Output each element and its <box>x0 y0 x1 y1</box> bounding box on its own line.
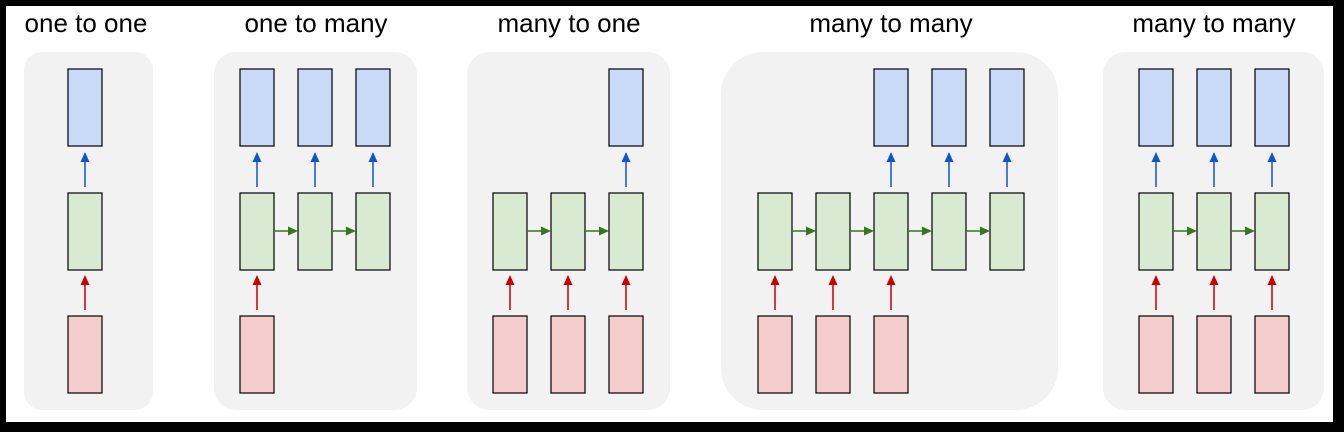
recurrent-arrow-head <box>1187 226 1197 236</box>
input-box <box>757 315 793 394</box>
hidden-box <box>492 192 528 271</box>
hidden-box <box>815 192 851 271</box>
title-many-to-many: many to many <box>809 8 972 38</box>
panel-many-to-one: many to one <box>467 8 670 410</box>
recurrent-arrow-head <box>288 226 298 236</box>
output-box <box>931 68 967 147</box>
output-arrow-head <box>1267 152 1277 162</box>
input-box <box>67 315 103 394</box>
title-one-to-one: one to one <box>25 8 148 38</box>
output-arrow-head <box>80 152 90 162</box>
input-arrow-head <box>621 275 631 285</box>
output-box <box>1254 68 1290 147</box>
input-box <box>873 315 909 394</box>
hidden-box <box>608 192 644 271</box>
panel-many-to-many-synced: many to many <box>1103 8 1324 410</box>
hidden-box <box>757 192 793 271</box>
input-arrow-head <box>563 275 573 285</box>
input-box <box>239 315 275 394</box>
input-arrow-head <box>80 275 90 285</box>
panel-one-to-many: one to many <box>214 8 417 410</box>
title-many-to-one: many to one <box>497 8 640 38</box>
output-arrow-head <box>621 152 631 162</box>
input-arrow-head <box>1151 275 1161 285</box>
hidden-box <box>989 192 1025 271</box>
hidden-box <box>297 192 333 271</box>
input-box <box>492 315 528 394</box>
input-arrow-head <box>252 275 262 285</box>
hidden-box <box>355 192 391 271</box>
recurrent-arrow-head <box>922 226 932 236</box>
input-box <box>815 315 851 394</box>
panel-many-to-many-delayed: many to many <box>721 8 1058 410</box>
output-box <box>873 68 909 147</box>
recurrent-arrow-head <box>980 226 990 236</box>
recurrent-arrow-head <box>599 226 609 236</box>
hidden-box <box>67 192 103 271</box>
input-arrow-head <box>1267 275 1277 285</box>
title-one-to-many: one to many <box>244 8 387 38</box>
recurrent-arrow-head <box>864 226 874 236</box>
output-box <box>1196 68 1232 147</box>
hidden-box <box>1138 192 1174 271</box>
output-arrow-head <box>886 152 896 162</box>
output-arrow-head <box>368 152 378 162</box>
input-box <box>1254 315 1290 394</box>
output-box <box>608 68 644 147</box>
input-box <box>608 315 644 394</box>
output-box <box>1138 68 1174 147</box>
recurrent-arrow-head <box>346 226 356 236</box>
hidden-box <box>931 192 967 271</box>
input-arrow-head <box>886 275 896 285</box>
recurrent-arrow-head <box>1245 226 1255 236</box>
recurrent-arrow-head <box>541 226 551 236</box>
output-arrow-head <box>1002 152 1012 162</box>
output-arrow-head <box>1151 152 1161 162</box>
input-arrow-head <box>770 275 780 285</box>
panel-one-to-one: one to one <box>24 8 153 410</box>
output-arrow-head <box>310 152 320 162</box>
diagram-frame: one to one one to many <box>6 6 1333 422</box>
output-box <box>297 68 333 147</box>
input-arrow-head <box>828 275 838 285</box>
output-arrow-head <box>252 152 262 162</box>
input-box <box>1138 315 1174 394</box>
output-box <box>239 68 275 147</box>
output-arrow-head <box>944 152 954 162</box>
input-box <box>550 315 586 394</box>
hidden-box <box>873 192 909 271</box>
input-arrow-head <box>1209 275 1219 285</box>
hidden-box <box>1196 192 1232 271</box>
hidden-box <box>1254 192 1290 271</box>
input-arrow-head <box>505 275 515 285</box>
hidden-box <box>550 192 586 271</box>
recurrent-arrow-head <box>806 226 816 236</box>
hidden-box <box>239 192 275 271</box>
output-box <box>989 68 1025 147</box>
output-arrow-head <box>1209 152 1219 162</box>
output-box <box>67 68 103 147</box>
input-box <box>1196 315 1232 394</box>
output-box <box>355 68 391 147</box>
title-many-to-many: many to many <box>1132 8 1295 38</box>
